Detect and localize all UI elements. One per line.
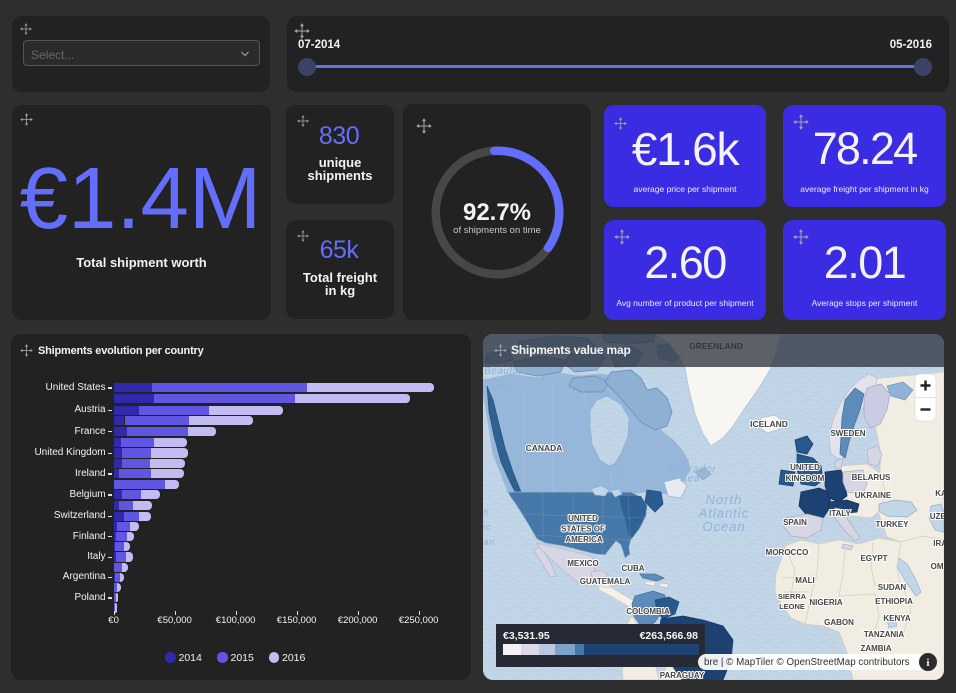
svg-text:SWEDEN: SWEDEN [830,429,865,438]
svg-text:an: an [483,537,494,547]
svg-text:ICELAND: ICELAND [750,419,788,429]
svg-text:UNITED: UNITED [790,463,820,472]
svg-text:i: i [927,658,930,669]
svg-text:TURKEY: TURKEY [876,520,910,529]
svg-text:GUATEMALA: GUATEMALA [580,577,631,586]
svg-text:North: North [706,492,743,507]
svg-text:MEXICO: MEXICO [567,559,599,568]
svg-text:SUDAN: SUDAN [878,583,907,592]
svg-text:MALI: MALI [795,576,815,585]
svg-text:UZB: UZB [930,512,944,521]
svg-text:SIERRA: SIERRA [778,592,807,601]
svg-text:LEONE: LEONE [779,602,805,611]
svg-text:BELARUS: BELARUS [852,473,891,482]
svg-text:bre | © MapTiler © OpenStreetM: bre | © MapTiler © OpenStreetMap contrib… [704,657,910,668]
svg-text:h: h [483,507,489,517]
svg-text:GABON: GABON [824,618,854,627]
svg-text:Ocean: Ocean [702,519,745,534]
svg-text:COLOMBIA: COLOMBIA [626,607,670,616]
svg-text:KINGDOM: KINGDOM [786,474,825,483]
svg-text:IRAN: IRAN [933,539,944,548]
svg-text:AMERICA: AMERICA [565,535,603,544]
svg-text:ic: ic [483,522,491,532]
svg-text:€3,531.95: €3,531.95 [503,630,550,642]
svg-text:EGYPT: EGYPT [860,554,887,563]
svg-text:Beaufort: Beaufort [484,366,527,377]
svg-text:UNITED: UNITED [568,514,598,523]
svg-text:TANZANIA: TANZANIA [864,630,905,639]
svg-text:STATES OF: STATES OF [561,525,605,534]
svg-text:KENYA: KENYA [883,614,910,623]
svg-text:SPAIN: SPAIN [783,518,807,527]
svg-text:Sea: Sea [680,473,700,485]
svg-text:KA: KA [935,489,944,498]
svg-text:PARAGUAY: PARAGUAY [660,671,705,680]
svg-text:MOROCCO: MOROCCO [766,548,809,557]
svg-text:ETHIOPIA: ETHIOPIA [875,597,913,606]
svg-text:CANADA: CANADA [526,443,563,453]
svg-text:€263,566.98: €263,566.98 [640,630,699,642]
svg-text:ZAMBIA: ZAMBIA [860,644,891,653]
svg-text:Atlantic: Atlantic [698,506,750,521]
svg-text:Sea: Sea [494,380,513,391]
svg-text:OMA: OMA [931,562,944,571]
svg-text:UKRAINE: UKRAINE [855,491,892,500]
svg-text:CUBA: CUBA [621,564,644,573]
svg-text:ITALY: ITALY [829,509,851,518]
svg-text:Labrador: Labrador [670,463,717,475]
svg-text:NIGERIA: NIGERIA [809,598,843,607]
